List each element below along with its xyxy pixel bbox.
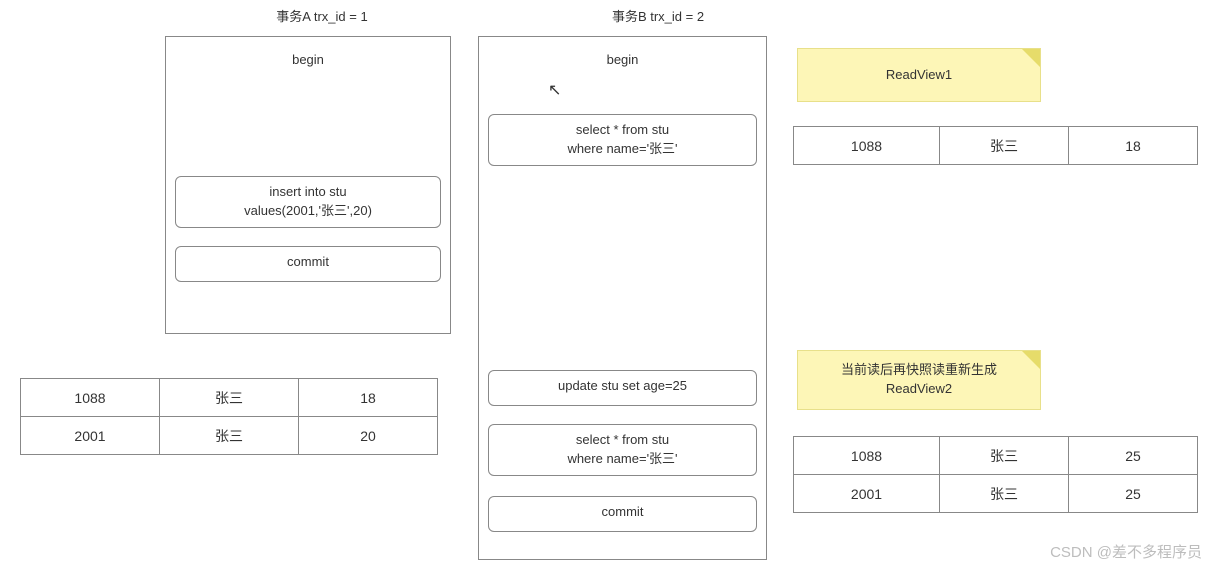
step-line: commit bbox=[493, 503, 752, 522]
step-line: values(2001,'张三',20) bbox=[180, 202, 436, 221]
table-cell: 25 bbox=[1069, 475, 1198, 513]
table-cell: 1088 bbox=[794, 127, 940, 165]
table-cell: 张三 bbox=[160, 379, 299, 417]
step-commit: commit bbox=[488, 496, 757, 532]
step-select2: select * from stuwhere name='张三' bbox=[488, 424, 757, 476]
step-line: where name='张三' bbox=[493, 450, 752, 469]
step-line: insert into stu bbox=[180, 183, 436, 202]
table-cell: 18 bbox=[299, 379, 438, 417]
table-cell: 张三 bbox=[940, 127, 1069, 165]
sticky-line: 当前读后再快照读重新生成 bbox=[798, 361, 1040, 380]
watermark-text: CSDN @差不多程序员 bbox=[1050, 541, 1202, 562]
sticky-line: ReadView1 bbox=[798, 66, 1040, 85]
step-line: where name='张三' bbox=[493, 140, 752, 159]
table-row: 1088张三18 bbox=[794, 127, 1198, 165]
table-left: 1088张三182001张三20 bbox=[20, 378, 438, 455]
step-update: update stu set age=25 bbox=[488, 370, 757, 406]
step-select1: select * from stuwhere name='张三' bbox=[488, 114, 757, 166]
step-line: update stu set age=25 bbox=[493, 377, 752, 396]
table-row: 1088张三18 bbox=[21, 379, 438, 417]
sticky-line: ReadView2 bbox=[798, 380, 1040, 399]
step-commit: commit bbox=[175, 246, 441, 282]
tx-b-title: 事务B trx_id = 2 bbox=[568, 6, 748, 25]
step-line: select * from stu bbox=[493, 431, 752, 450]
table-cell: 2001 bbox=[794, 475, 940, 513]
table-cell: 25 bbox=[1069, 437, 1198, 475]
table-row: 1088张三25 bbox=[794, 437, 1198, 475]
step-begin: begin bbox=[488, 46, 757, 76]
table-right-1: 1088张三18 bbox=[793, 126, 1198, 165]
sticky-rv1: ReadView1 bbox=[797, 48, 1041, 102]
sticky-rv2: 当前读后再快照读重新生成ReadView2 bbox=[797, 350, 1041, 410]
table-cell: 1088 bbox=[794, 437, 940, 475]
step-begin: begin bbox=[175, 46, 441, 76]
table-cell: 张三 bbox=[940, 475, 1069, 513]
step-line: select * from stu bbox=[493, 121, 752, 140]
table-row: 2001张三20 bbox=[21, 417, 438, 455]
step-insert: insert into stuvalues(2001,'张三',20) bbox=[175, 176, 441, 228]
tx-a-title: 事务A trx_id = 1 bbox=[232, 6, 412, 25]
table-cell: 张三 bbox=[160, 417, 299, 455]
table-cell: 1088 bbox=[21, 379, 160, 417]
table-cell: 20 bbox=[299, 417, 438, 455]
table-row: 2001张三25 bbox=[794, 475, 1198, 513]
table-right-2: 1088张三252001张三25 bbox=[793, 436, 1198, 513]
step-line: commit bbox=[180, 253, 436, 272]
table-cell: 2001 bbox=[21, 417, 160, 455]
table-cell: 18 bbox=[1069, 127, 1198, 165]
step-line: begin bbox=[179, 52, 437, 67]
step-line: begin bbox=[492, 52, 753, 67]
table-cell: 张三 bbox=[940, 437, 1069, 475]
